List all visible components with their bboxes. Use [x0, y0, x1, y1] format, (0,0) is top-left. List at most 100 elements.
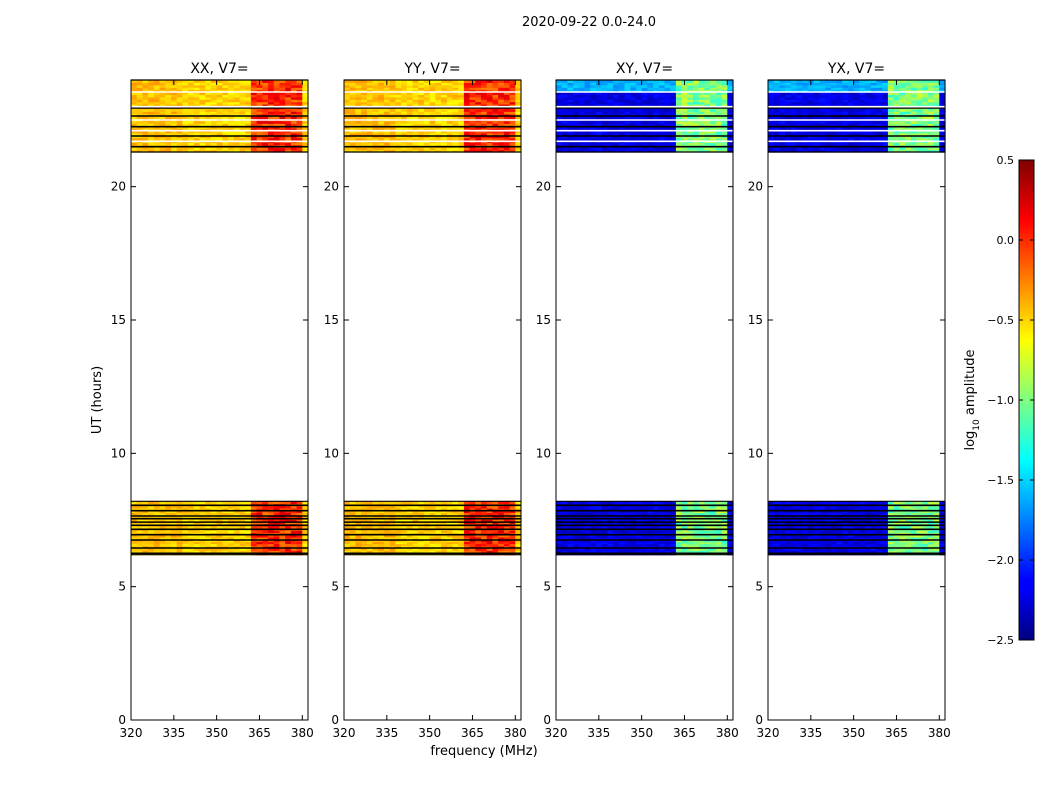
heatmap-cell	[452, 101, 459, 105]
heatmap-cell	[372, 510, 379, 514]
heatmap-cell	[601, 149, 608, 153]
heatmap-cell	[452, 116, 459, 119]
heatmap-cell	[475, 147, 482, 151]
heatmap-cell	[624, 130, 631, 134]
heatmap-cell	[389, 510, 396, 514]
heatmap-cell	[715, 508, 723, 511]
heatmap-cell	[239, 510, 246, 514]
heatmap-cell	[131, 545, 138, 549]
heatmap-cell	[366, 82, 374, 86]
heatmap-cell	[664, 99, 671, 103]
heatmap-cell	[170, 130, 178, 134]
heatmap-cell	[710, 99, 717, 103]
heatmap-cell	[630, 541, 637, 545]
heatmap-cell	[188, 94, 195, 98]
heatmap-cell	[193, 128, 201, 131]
heatmap-cell	[222, 541, 229, 545]
heatmap-cell	[578, 96, 586, 100]
heatmap-cell	[182, 545, 189, 549]
heatmap-cell	[561, 508, 569, 511]
heatmap-cell	[228, 512, 235, 516]
heatmap-cell	[595, 510, 603, 514]
heatmap-cell	[567, 96, 574, 100]
heatmap-cell	[441, 149, 448, 153]
heatmap-cell	[176, 508, 183, 511]
heatmap-cell	[498, 508, 505, 511]
heatmap-cell	[429, 505, 436, 509]
heatmap-cell	[199, 116, 206, 119]
heatmap-cell	[401, 116, 408, 119]
heatmap-cell	[567, 123, 574, 127]
heatmap-cell	[302, 147, 309, 151]
heatmap-cell	[170, 87, 178, 91]
heatmap-cell	[228, 111, 235, 115]
heatmap-cell	[268, 82, 275, 86]
heatmap-cell	[233, 108, 241, 112]
heatmap-cell	[296, 89, 303, 93]
heatmap-cell	[142, 92, 149, 95]
heatmap-cell	[486, 142, 494, 146]
heatmap-cell	[222, 532, 229, 536]
heatmap-cell	[372, 519, 379, 522]
heatmap-cell	[658, 137, 666, 141]
heatmap-cell	[613, 123, 620, 127]
heatmap-cell	[613, 508, 620, 511]
heatmap-cell	[446, 149, 454, 153]
heatmap-cell	[498, 137, 505, 141]
heatmap-cell	[361, 80, 368, 83]
heatmap-cell	[486, 96, 494, 100]
heatmap-cell	[658, 92, 666, 95]
heatmap-cell	[344, 532, 351, 536]
heatmap-cell	[452, 128, 459, 131]
heatmap-cell	[302, 87, 309, 91]
heatmap-cell	[515, 99, 522, 103]
heatmap-cell	[401, 111, 408, 115]
heatmap-cell	[492, 84, 499, 88]
heatmap-cell	[349, 543, 357, 547]
heatmap-cell	[698, 94, 706, 98]
heatmap-cell	[302, 111, 309, 115]
heatmap-cell	[492, 87, 499, 91]
heatmap-cell	[670, 137, 677, 141]
heatmap-cell	[205, 111, 212, 115]
heatmap-cell	[222, 512, 229, 516]
heatmap-cell	[361, 130, 368, 134]
heatmap-cell	[670, 536, 677, 540]
heatmap-cell	[556, 149, 563, 153]
heatmap-cell	[262, 116, 269, 119]
heatmap-cell	[245, 87, 252, 91]
heatmap-cell	[136, 525, 144, 529]
heatmap-cell	[635, 505, 643, 509]
heatmap-cell	[463, 99, 471, 103]
heatmap-cell	[222, 104, 229, 107]
heatmap-cell	[664, 128, 671, 131]
heatmap-cell	[268, 137, 275, 141]
heatmap-cell	[188, 519, 195, 522]
heatmap-cell	[245, 508, 252, 511]
heatmap-cell	[153, 96, 161, 100]
heatmap-cell	[344, 534, 351, 538]
heatmap-cell	[148, 548, 155, 551]
heatmap-cell	[715, 548, 723, 551]
heatmap-cell	[486, 111, 494, 115]
heatmap-cell	[389, 147, 396, 151]
heatmap-cell	[210, 116, 218, 119]
heatmap-cell	[142, 111, 149, 115]
heatmap-cell	[503, 534, 511, 538]
heatmap-cell	[561, 132, 569, 136]
heatmap-cell	[176, 545, 183, 549]
heatmap-cell	[463, 104, 471, 107]
heatmap-cell	[250, 147, 258, 151]
heatmap-cell	[250, 149, 258, 153]
heatmap-cell	[182, 128, 189, 131]
heatmap-cell	[584, 96, 591, 100]
heatmap-cell	[721, 510, 728, 514]
heatmap-cell	[435, 142, 442, 146]
heatmap-cell	[561, 137, 569, 141]
heatmap-cell	[199, 147, 206, 151]
heatmap-cell	[216, 548, 223, 551]
heatmap-cell	[188, 142, 195, 146]
heatmap-cell	[481, 530, 488, 534]
heatmap-cell	[165, 543, 172, 547]
heatmap-cell	[233, 541, 241, 545]
